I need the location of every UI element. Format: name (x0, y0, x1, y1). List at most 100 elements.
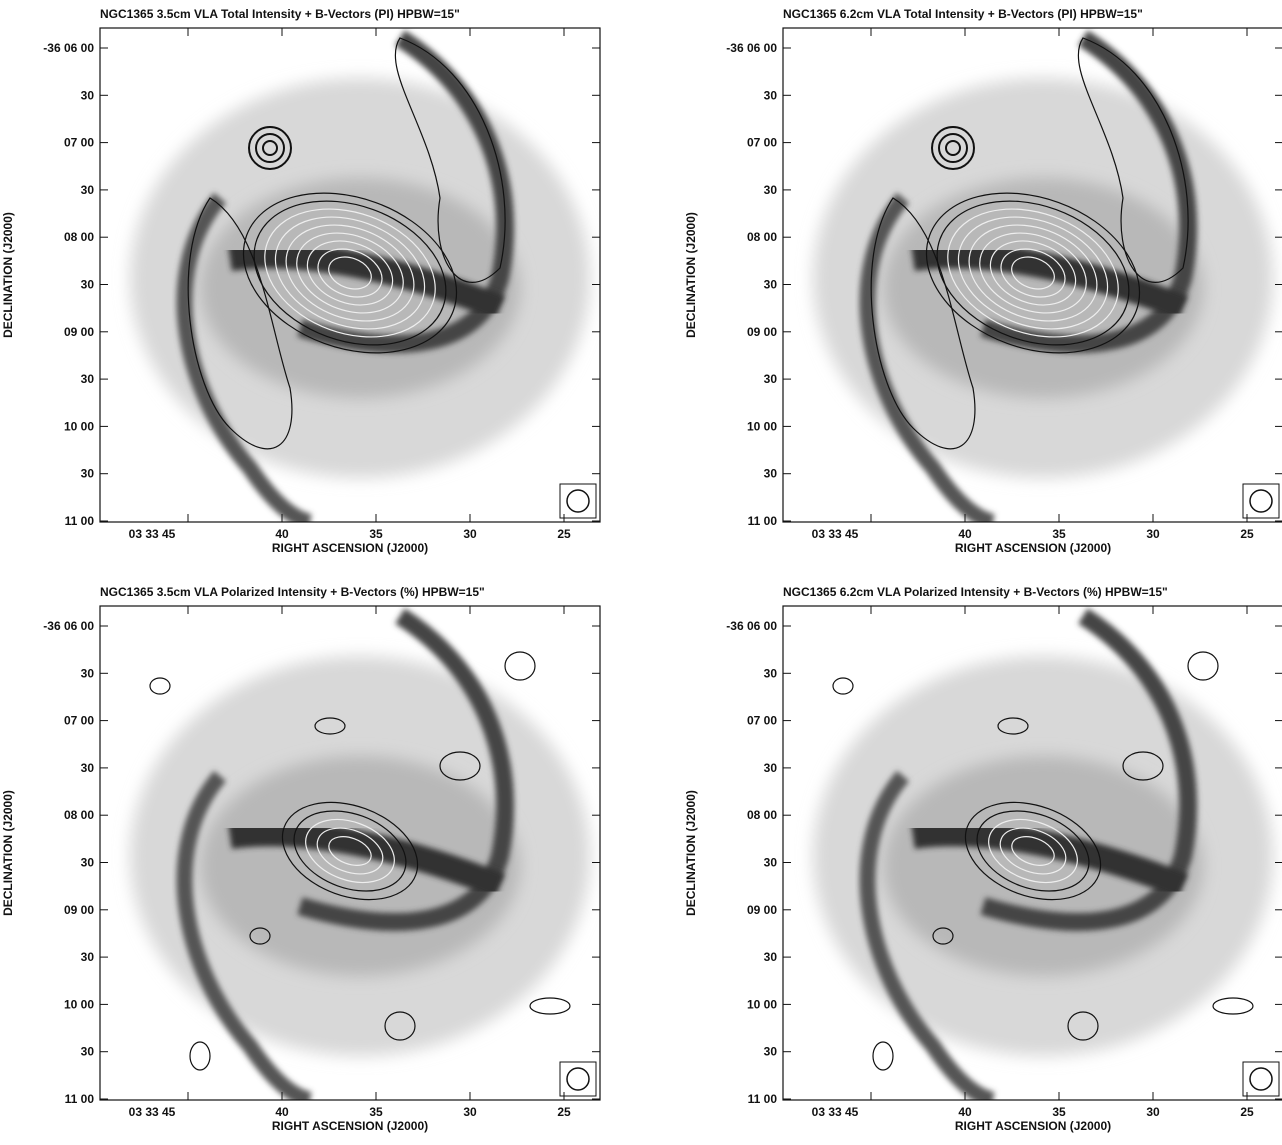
contour (384, 1011, 416, 1041)
contour (328, 256, 372, 290)
y-tick-label: 30 (764, 88, 778, 102)
beam (1249, 1067, 1273, 1091)
contour (1067, 1011, 1099, 1041)
y-tick-label: -36 06 00 (726, 41, 777, 55)
galaxy-image (100, 606, 600, 1100)
contour (1077, 37, 1189, 283)
y-tick-label: 30 (81, 88, 95, 102)
contour (274, 216, 426, 330)
contour (394, 37, 506, 283)
contour (870, 197, 976, 450)
x-tick-label: 30 (1146, 527, 1160, 541)
y-axis-label: DECLINATION (J2000) (1, 212, 15, 338)
contour (832, 677, 854, 695)
y-tick-label: -36 06 00 (43, 41, 94, 55)
contours (870, 37, 1189, 450)
x-axis-label: RIGHT ASCENSION (J2000) (272, 1119, 428, 1133)
y-tick-label: 07 00 (747, 136, 777, 150)
contour (281, 801, 419, 901)
y-axis-label: DECLINATION (J2000) (684, 790, 698, 916)
x-axis-label: RIGHT ASCENSION (J2000) (955, 541, 1111, 555)
contour (296, 232, 404, 314)
contour (932, 927, 954, 945)
contour (931, 126, 975, 170)
panel: NGC1365 6.2cm VLA Total Intensity + B-Ve… (684, 7, 1282, 555)
x-tick-label: 03 33 45 (812, 527, 859, 541)
y-tick-label: 09 00 (64, 325, 94, 339)
contour (305, 818, 395, 884)
contour (872, 1041, 894, 1071)
y-tick-label: 11 00 (65, 514, 95, 528)
x-tick-label: 30 (463, 1105, 477, 1119)
y-tick-label: 10 00 (64, 997, 94, 1011)
contour (989, 240, 1077, 306)
contour (255, 133, 285, 163)
contours (149, 651, 571, 1071)
y-tick-label: 11 00 (748, 514, 778, 528)
beam-box (1242, 1061, 1280, 1097)
y-tick-label: 11 00 (65, 1092, 95, 1106)
contour (1011, 836, 1055, 866)
beam (566, 1067, 590, 1091)
y-tick-label: -36 06 00 (726, 619, 777, 633)
arm (980, 608, 1198, 931)
x-tick-label: 35 (1052, 527, 1066, 541)
y-tick-label: 30 (764, 761, 778, 775)
y-tick-label: 07 00 (64, 714, 94, 728)
contour (947, 208, 1119, 338)
galaxy-image (100, 28, 600, 522)
bar (228, 820, 505, 899)
contour (293, 810, 407, 892)
panel: NGC1365 6.2cm VLA Polarized Intensity + … (684, 585, 1282, 1133)
x-tick-label: 25 (1240, 1105, 1254, 1119)
contour (242, 192, 458, 354)
contour (249, 927, 271, 945)
contour (1187, 651, 1219, 681)
y-tick-label: 30 (764, 467, 778, 481)
contour (187, 197, 293, 450)
y-tick-label: 30 (764, 1045, 778, 1059)
y-tick-label: 30 (764, 856, 778, 870)
y-tick-label: 10 00 (747, 419, 777, 433)
y-tick-label: 30 (81, 950, 95, 964)
y-tick-label: 10 00 (64, 419, 94, 433)
contour (306, 240, 394, 306)
y-tick-label: 09 00 (747, 325, 777, 339)
beam-box (559, 1061, 597, 1097)
beam (566, 489, 590, 513)
contour (1122, 751, 1164, 781)
contour (262, 140, 278, 156)
contour (938, 133, 968, 163)
contour (316, 827, 384, 875)
contour (248, 126, 292, 170)
arm (176, 770, 313, 1100)
contours (187, 37, 506, 450)
bar (228, 242, 505, 321)
y-axis-label: DECLINATION (J2000) (684, 212, 698, 338)
y-tick-label: 30 (81, 1045, 95, 1059)
y-tick-label: 09 00 (64, 903, 94, 917)
frame (782, 27, 1282, 523)
contour (529, 997, 571, 1015)
contour (314, 717, 346, 735)
y-tick-label: 10 00 (747, 997, 777, 1011)
contour (988, 818, 1078, 884)
contour (1000, 248, 1066, 298)
y-tick-label: 07 00 (64, 136, 94, 150)
y-tick-label: 30 (81, 278, 95, 292)
x-axis-label: RIGHT ASCENSION (J2000) (272, 541, 428, 555)
y-tick-label: 09 00 (747, 903, 777, 917)
contour (936, 200, 1130, 346)
frame (782, 605, 1282, 1101)
x-tick-label: 03 33 45 (812, 1105, 859, 1119)
panel-title: NGC1365 6.2cm VLA Total Intensity + B-Ve… (783, 7, 1143, 21)
panel-title: NGC1365 3.5cm VLA Total Intensity + B-Ve… (100, 7, 460, 21)
y-tick-label: -36 06 00 (43, 619, 94, 633)
y-tick-label: 30 (81, 761, 95, 775)
contour (285, 224, 415, 322)
y-axis-label: DECLINATION (J2000) (1, 790, 15, 916)
y-tick-label: 30 (764, 950, 778, 964)
beam-box (559, 483, 597, 519)
y-tick-label: 07 00 (747, 714, 777, 728)
y-tick-label: 30 (81, 856, 95, 870)
